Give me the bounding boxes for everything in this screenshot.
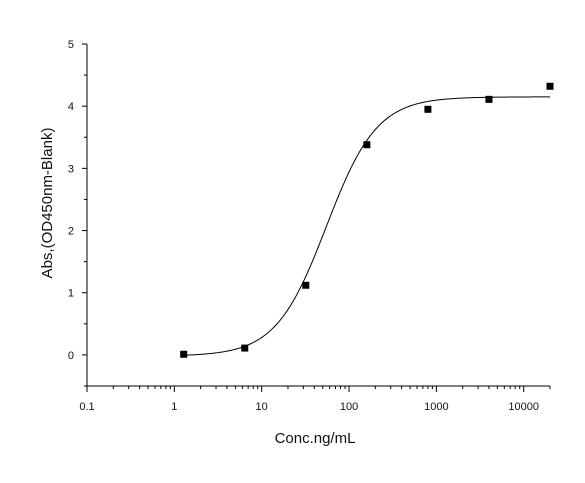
data-point [546, 82, 554, 90]
data-point [363, 141, 371, 149]
y-tick-label: 2 [68, 226, 74, 238]
data-point [302, 281, 310, 289]
data-point [241, 344, 249, 352]
fit-curve-group [183, 96, 550, 356]
data-points [180, 82, 554, 358]
y-tick-label: 1 [68, 288, 74, 300]
y-axis-title: Abs,(OD450nm-Blank) [39, 128, 56, 279]
data-point [180, 350, 188, 358]
x-tick-label: 10000 [508, 401, 539, 413]
y-tick-label: 3 [68, 163, 74, 175]
y-tick-label: 4 [68, 101, 74, 113]
data-point [485, 95, 493, 103]
x-axis-ticks: 0.1 1 10 100 1000 10000 [79, 386, 551, 413]
x-tick-label: 100 [340, 401, 358, 413]
fit-curve [183, 96, 550, 356]
y-tick-label: 5 [68, 39, 74, 51]
y-tick-label: 0 [68, 350, 74, 362]
x-tick-label: 0.1 [79, 401, 94, 413]
x-tick-label: 10 [256, 401, 268, 413]
x-tick-label: 1 [171, 401, 177, 413]
data-point [424, 105, 432, 113]
axes [86, 44, 550, 387]
y-axis-ticks: 0 1 2 3 4 5 [68, 39, 87, 387]
x-axis-title: Conc.ng/mL [275, 430, 356, 447]
x-tick-label: 1000 [424, 401, 448, 413]
